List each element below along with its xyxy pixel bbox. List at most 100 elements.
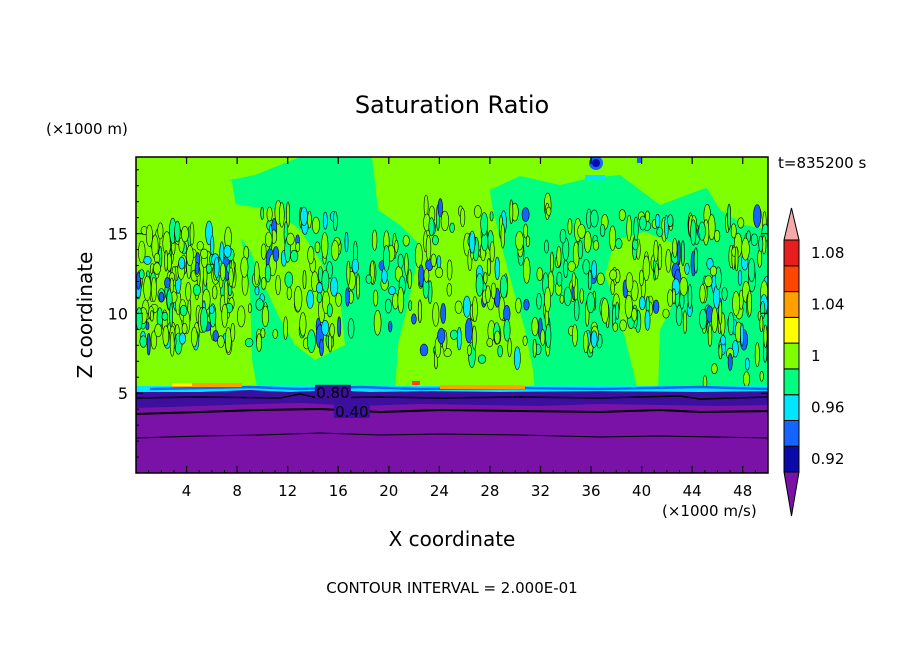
speckle-cell bbox=[307, 210, 312, 229]
x-axis-unit: (×1000 m/s) bbox=[662, 502, 757, 520]
colorbar-box bbox=[783, 445, 800, 473]
speckle-cell bbox=[212, 330, 219, 342]
speckle-cell bbox=[149, 310, 154, 322]
speckle-cell bbox=[596, 272, 605, 285]
speckle-cell bbox=[437, 327, 446, 344]
speckle-cell bbox=[454, 300, 463, 314]
speckle-cell bbox=[208, 305, 215, 314]
speckle-cell bbox=[200, 248, 209, 260]
speckle-cell bbox=[477, 354, 487, 364]
speckle-cell bbox=[475, 273, 484, 297]
speckle-cell bbox=[577, 240, 584, 260]
speckle-cell bbox=[311, 216, 320, 234]
speckle-cell bbox=[150, 330, 158, 350]
speckle-cell bbox=[624, 294, 633, 319]
speckle-cell bbox=[272, 328, 278, 339]
speckle-cell bbox=[397, 253, 404, 269]
speckle-cell bbox=[210, 235, 215, 257]
colorbar-box bbox=[783, 342, 800, 370]
contour-label: 0.40 bbox=[335, 403, 368, 421]
speckle-cell bbox=[586, 292, 595, 314]
speckle-cell bbox=[425, 235, 432, 261]
speckle-cell bbox=[763, 324, 768, 348]
speckle-cell bbox=[737, 217, 745, 229]
speckle-cell bbox=[193, 283, 202, 296]
speckle-cell bbox=[143, 275, 152, 301]
speckle-cell bbox=[472, 296, 478, 323]
speckle-cell bbox=[587, 269, 592, 291]
speckle-cell bbox=[446, 259, 453, 281]
speckle-cell bbox=[732, 291, 740, 317]
speckle-cell bbox=[272, 246, 280, 262]
colorbar-under-triangle bbox=[783, 471, 800, 517]
speckle-cell bbox=[307, 246, 315, 265]
speckle-cell bbox=[563, 259, 569, 278]
speckle-cell bbox=[446, 283, 452, 297]
speckle-cell bbox=[625, 272, 634, 293]
speckle-cell bbox=[351, 258, 359, 274]
speckle-cell bbox=[638, 296, 646, 311]
speckle-cell bbox=[179, 305, 188, 317]
speckle-cell bbox=[681, 240, 685, 267]
speckle-cell bbox=[563, 286, 572, 307]
speckle-cell bbox=[759, 370, 764, 382]
speckle-cell bbox=[407, 269, 412, 290]
speckle-cell bbox=[169, 331, 175, 357]
speckle-cell bbox=[513, 346, 521, 370]
speckle-cell bbox=[612, 322, 619, 332]
speckle-cell bbox=[286, 201, 290, 228]
speckle-cell bbox=[657, 243, 663, 271]
speckle-cell bbox=[644, 309, 651, 331]
y-tick-label: 15 bbox=[108, 225, 128, 244]
colorbar-box bbox=[783, 419, 800, 447]
speckle-cell bbox=[734, 246, 739, 272]
speckle-cell bbox=[321, 319, 330, 336]
speckle-cell bbox=[428, 217, 435, 237]
speckle-cell bbox=[365, 274, 372, 284]
speckle-cell bbox=[181, 322, 188, 335]
speckle-cell bbox=[388, 320, 393, 333]
speckle-cell bbox=[397, 286, 405, 314]
y-tick-label: 5 bbox=[118, 384, 128, 403]
speckle-cell bbox=[180, 226, 189, 243]
speckle-cell bbox=[260, 243, 267, 260]
speckle-cell bbox=[579, 288, 584, 304]
contour-label-bg bbox=[314, 384, 351, 399]
speckle-cell bbox=[583, 231, 592, 253]
speckle-cell bbox=[546, 206, 552, 216]
speckle-cell bbox=[162, 325, 170, 347]
colorbar-tick-label: 1 bbox=[811, 347, 821, 365]
speckle-cell bbox=[221, 303, 228, 328]
speckle-cell bbox=[388, 286, 396, 295]
speckle-cell bbox=[754, 342, 760, 368]
speckle-cell bbox=[567, 260, 576, 272]
speckle-cell bbox=[665, 248, 672, 273]
y-axis-label: Z coordinate bbox=[73, 252, 97, 379]
speckle-cell bbox=[392, 292, 399, 310]
speckle-cell bbox=[402, 235, 410, 247]
speckle-cell bbox=[599, 224, 606, 237]
speckle-cell bbox=[469, 230, 476, 254]
speckle-cell bbox=[536, 292, 542, 310]
speckle-cell bbox=[704, 275, 713, 288]
speckle-cell bbox=[225, 327, 232, 353]
speckle-cell bbox=[747, 258, 756, 283]
speckle-cell bbox=[314, 241, 321, 254]
colorbar-box bbox=[783, 239, 800, 267]
speckle-cell bbox=[609, 269, 618, 281]
speckle-cell bbox=[550, 251, 554, 273]
speckle-cell bbox=[652, 299, 660, 314]
speckle-cell bbox=[419, 343, 429, 357]
speckle-cell bbox=[590, 330, 598, 348]
speckle-cell bbox=[499, 275, 508, 299]
speckle-cell bbox=[707, 324, 713, 347]
speckle-cell bbox=[610, 280, 615, 296]
speckle-cell bbox=[307, 329, 316, 354]
speckle-cell bbox=[653, 239, 659, 263]
speckle-cell bbox=[217, 335, 225, 348]
colorbar-tick-label: 1.04 bbox=[811, 295, 844, 313]
speckle-cell bbox=[230, 322, 236, 342]
colorbar-box bbox=[783, 291, 800, 318]
speckle-cell bbox=[253, 261, 260, 286]
speckle-cell bbox=[174, 220, 181, 243]
